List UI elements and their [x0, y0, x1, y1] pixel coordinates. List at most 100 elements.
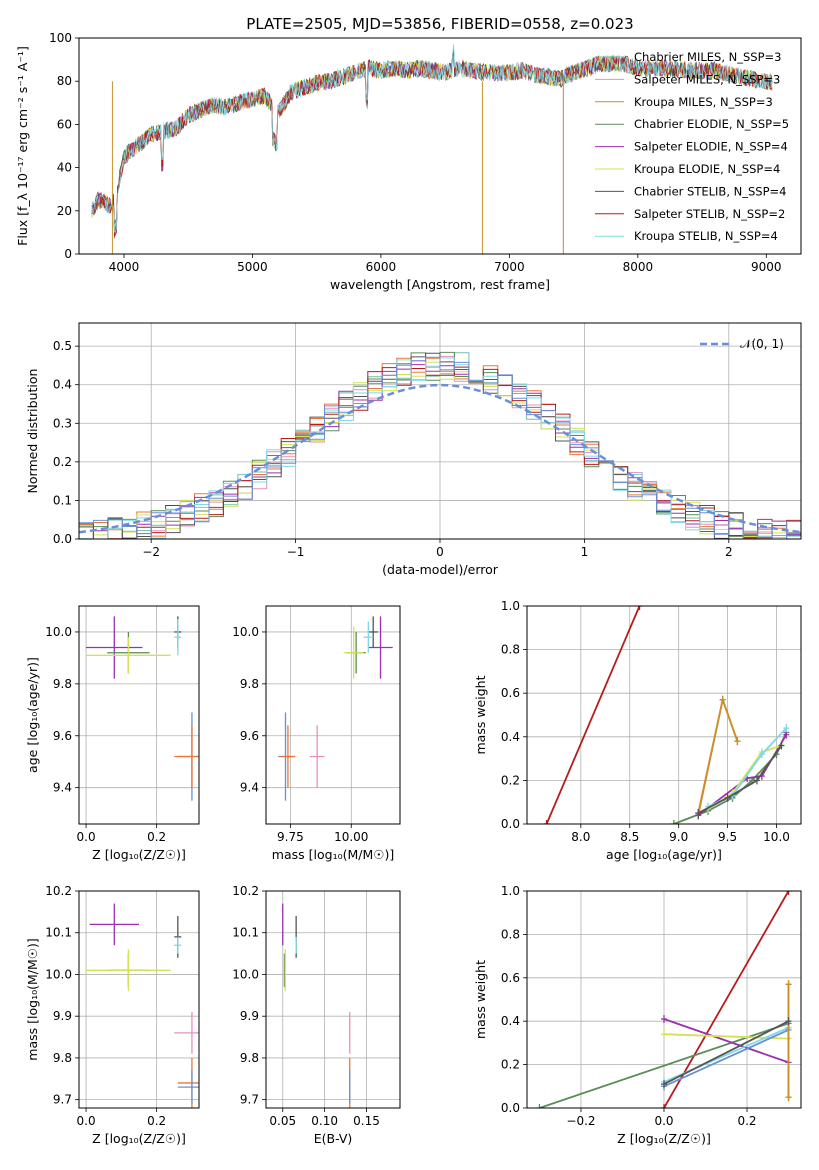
y-tick-label: 10.0: [232, 967, 259, 981]
axes-frame: [526, 605, 802, 825]
plot-area: [91, 44, 773, 254]
y-tick-label: 9.9: [53, 1009, 72, 1023]
y-tick-label: 9.7: [53, 1093, 72, 1107]
x-tick-label: −2: [142, 545, 160, 559]
x-tick-label: 5000: [237, 260, 268, 274]
legend-label: Chabrier STELIB, N_SSP=4: [634, 184, 786, 198]
y-tick-label: 9.8: [240, 677, 259, 691]
x-axis-label: age [log₁₀(age/yr)]: [606, 847, 722, 862]
y-axis-label: mass weight: [473, 675, 488, 754]
spectrum-line: [91, 48, 773, 225]
x-tick-label: 9.75: [277, 830, 304, 844]
x-tick-label: 8000: [623, 260, 654, 274]
y-tick-label: 9.7: [240, 1093, 259, 1107]
histogram-step: [79, 366, 801, 539]
x-tick-label: 8.0: [571, 830, 590, 844]
plot-area: [79, 351, 801, 539]
y-tick-label: 10.0: [232, 625, 259, 639]
weight-line: [663, 891, 790, 1108]
gaussian-curve: [79, 383, 801, 534]
y-tick-label: 0.2: [501, 1058, 520, 1072]
legend-label: Chabrier ELODIE, N_SSP=5: [634, 117, 789, 131]
y-tick-label: 10.2: [232, 884, 259, 898]
x-tick-label: −1: [287, 545, 305, 559]
x-axis-label: Z [log₁₀(Z/Z☉)]: [92, 1131, 186, 1146]
weight-line: [663, 1029, 789, 1088]
spectrum-line: [91, 53, 773, 237]
x-tick-label: 10.0: [763, 830, 790, 844]
y-tick-label: 9.4: [53, 781, 72, 795]
panel-residuals: −2 −1 0 1 2 0.0 0.1 0.2 0.3 0.4 0.5 (data-model)/er…: [25, 322, 802, 577]
y-tick-label: 1.0: [501, 884, 520, 898]
weight-line: [697, 744, 783, 814]
legend-label: 𝒩(0, 1): [740, 337, 784, 351]
y-tick-label: 10.0: [45, 967, 72, 981]
y-tick-label: 10.1: [232, 926, 259, 940]
axes-frame: [265, 605, 401, 825]
plot-area: [536, 891, 792, 1108]
weight-line: [707, 727, 787, 808]
x-axis-label: (data-model)/error: [382, 562, 499, 577]
axes-frame: [78, 37, 802, 255]
x-tick-label: 0: [436, 545, 444, 559]
weight-line: [697, 734, 788, 817]
x-tick-label: 0.2: [737, 1114, 756, 1128]
y-tick-label: 0.4: [501, 1014, 520, 1028]
y-tick-label: 100: [49, 31, 72, 45]
y-tick-label: 0.2: [53, 455, 72, 469]
plot-area: [543, 606, 790, 824]
axes-frame: [78, 322, 802, 540]
y-axis-label: Normed distribution: [25, 369, 40, 494]
x-axis-label: mass [log₁₀(M/M☉)]: [272, 847, 394, 862]
y-tick-label: 10.2: [45, 884, 72, 898]
figure-title: PLATE=2505, MJD=53856, FIBERID=0558, z=0…: [246, 15, 633, 33]
panel-massweight-metallicity: −0.2 0.0 0.2 0.0 0.2 0.4 0.6 0.8 1.0 Z [log₁₀(Z/Z…: [473, 884, 802, 1146]
y-axis-label: Flux [f_λ 10⁻¹⁷ erg cm⁻² s⁻¹ A⁻¹]: [15, 46, 30, 246]
y-tick-label: 0.3: [53, 416, 72, 430]
y-tick-label: 0.0: [501, 817, 520, 831]
axes-frame: [526, 890, 802, 1109]
axes-frame: [78, 605, 200, 825]
y-tick-label: 1.0: [501, 599, 520, 613]
weight-line: [663, 1033, 789, 1040]
x-tick-label: 0.2: [147, 830, 166, 844]
y-tick-label: 0.4: [501, 730, 520, 744]
x-tick-label: 0.15: [353, 1114, 380, 1128]
y-tick-label: 60: [57, 117, 72, 131]
panels: 4000 5000 6000 7000 8000 9000020406080100wave…: [15, 31, 802, 1146]
y-tick-label: 20: [57, 204, 72, 218]
y-tick-label: 9.8: [240, 1051, 259, 1065]
panel-mass-ebv: 0.05 0.10 0.15 9.7 9.8 9.9 10.0 10.1 10.2 E(B-V): [232, 884, 401, 1146]
y-tick-label: 9.6: [53, 729, 72, 743]
y-tick-label: 0.5: [53, 339, 72, 353]
y-tick-label: 0.6: [501, 971, 520, 985]
y-tick-label: 10.0: [45, 625, 72, 639]
x-tick-label: 0.0: [77, 1114, 96, 1128]
axes-frame: [78, 890, 200, 1109]
y-tick-label: 9.6: [240, 729, 259, 743]
x-tick-label: 6000: [366, 260, 397, 274]
y-tick-label: 0.6: [501, 686, 520, 700]
legend-label: Kroupa STELIB, N_SSP=4: [634, 229, 778, 243]
plot-area: [86, 903, 199, 1108]
y-tick-label: 0.1: [53, 493, 72, 507]
legend-label: Chabrier MILES, N_SSP=3: [634, 50, 781, 64]
plot-area: [278, 616, 393, 801]
x-tick-label: 7000: [494, 260, 525, 274]
x-axis-label: Z [log₁₀(Z/Z☉)]: [617, 1131, 711, 1146]
y-axis-label: mass [log₁₀(M/M☉)]: [25, 938, 40, 1060]
panel-age-mass: 9.75 10.00 9.4 9.6 9.8 10.0 mass [log₁₀(M/M☉)]: [232, 605, 401, 862]
x-tick-label: 1: [581, 545, 589, 559]
x-tick-label: 0.0: [654, 1114, 673, 1128]
weight-line: [663, 1018, 789, 1064]
x-tick-label: 0.05: [269, 1114, 296, 1128]
y-tick-label: 0: [64, 247, 72, 261]
panel-mass-metallicity: 0.0 0.2 9.7 9.8 9.9 10.0 10.1 10.2 Z [log₁₀(Z/Z☉…: [25, 884, 200, 1146]
x-tick-label: 0.0: [77, 830, 96, 844]
x-tick-label: 10.00: [334, 830, 368, 844]
y-tick-label: 0.0: [501, 1101, 520, 1115]
weight-line: [545, 606, 641, 824]
y-tick-label: 40: [57, 161, 72, 175]
y-tick-label: 0.8: [501, 927, 520, 941]
